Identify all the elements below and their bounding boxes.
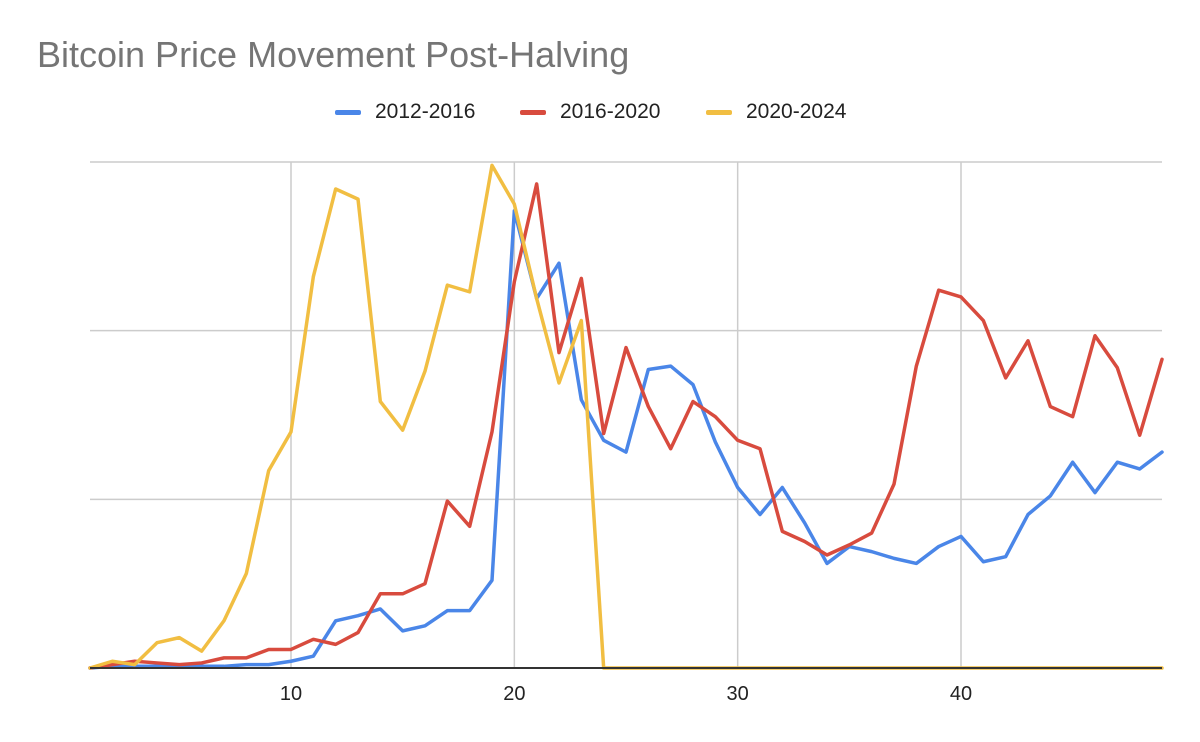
- legend-swatch-2020-2024: [706, 109, 732, 115]
- chart-legend: 2012-2016 2016-2020 2020-2024: [0, 98, 1200, 126]
- x-axis-ticks: 10 20 30 40: [280, 683, 972, 705]
- series-line-2012-2016: [88, 209, 1164, 670]
- chart-title: Bitcoin Price Movement Post-Halving: [37, 34, 630, 75]
- legend-swatch-2012-2016: [335, 109, 361, 115]
- x-tick-label: 40: [950, 683, 972, 705]
- gridlines: [90, 161, 1162, 668]
- series-line-2020-2024: [88, 163, 1164, 670]
- legend-label-2016-2020: 2016-2020: [560, 100, 661, 123]
- legend-item-2016-2020: 2016-2020: [520, 98, 660, 126]
- x-tick-label: 10: [280, 683, 302, 705]
- legend-item-2012-2016: 2012-2016: [335, 98, 475, 126]
- x-tick-label: 20: [503, 683, 525, 705]
- series-lines: [88, 163, 1164, 670]
- legend-item-2020-2024: 2020-2024: [706, 98, 846, 126]
- series-line-2016-2020: [88, 182, 1164, 670]
- legend-label-2012-2016: 2012-2016: [375, 100, 476, 123]
- legend-swatch-2016-2020: [520, 109, 546, 115]
- x-tick-label: 30: [727, 683, 749, 705]
- legend-label-2020-2024: 2020-2024: [746, 100, 847, 123]
